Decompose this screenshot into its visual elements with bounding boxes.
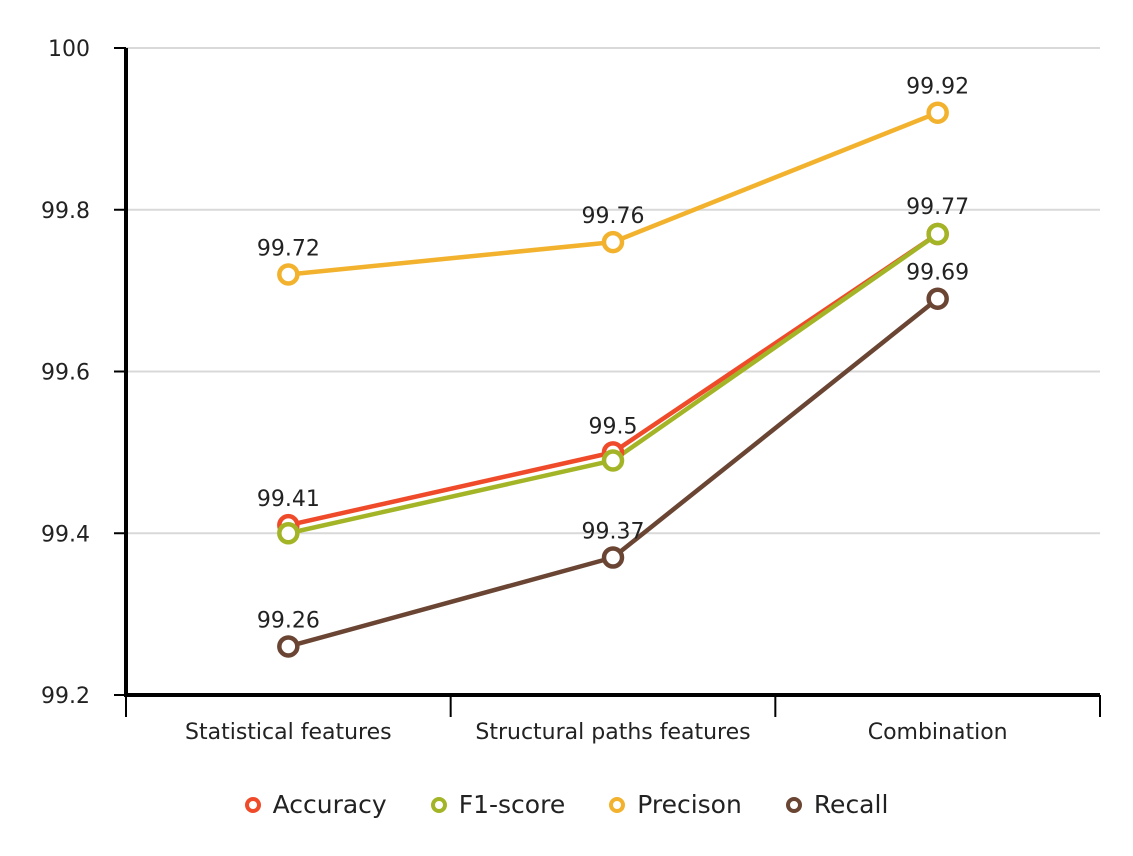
data-label: 99.77 (906, 195, 969, 220)
series-line (287, 232, 939, 536)
legend-label: Recall (813, 790, 889, 819)
legend-marker-icon (609, 796, 626, 813)
data-point (277, 635, 300, 658)
x-tick-label: Structural paths features (475, 720, 750, 745)
legend-marker-icon (430, 796, 447, 813)
data-label: 99.92 (906, 75, 969, 100)
data-label: 99.5 (589, 414, 638, 439)
x-tick-label: Statistical features (185, 720, 392, 745)
legend-item: Recall (785, 790, 889, 819)
data-label: 99.37 (582, 520, 645, 545)
y-tick-label: 99.8 (41, 199, 90, 224)
series-layer (277, 101, 949, 658)
data-point (601, 449, 625, 472)
axis-layer: 99.2 99.4 99.6 99.8 100 Statistical features S… (41, 37, 1101, 745)
legend-label: Precison (637, 790, 742, 819)
legend: Accuracy F1-score Precison Recall (0, 790, 1133, 819)
data-label: 99.76 (582, 204, 645, 229)
series-line (287, 296, 940, 649)
data-point (277, 263, 300, 286)
data-point (926, 222, 949, 246)
legend-item: Precison (609, 790, 742, 819)
legend-item: Accuracy (244, 790, 387, 819)
legend-marker-icon (785, 796, 802, 813)
y-tick-label: 99.4 (41, 522, 90, 547)
data-point (601, 230, 625, 254)
legend-label: F1-score (458, 790, 566, 819)
legend-marker-icon (244, 796, 261, 813)
data-point (277, 522, 300, 545)
x-tick-label: Combination (868, 720, 1008, 745)
label-layer: 99.41 99.5 99.72 99.76 99.92 99.26 99.37 99.69 9… (257, 75, 969, 634)
grid-layer (126, 47, 1100, 535)
legend-label: Accuracy (272, 790, 387, 819)
series-line (287, 232, 939, 528)
y-tick-label: 100 (48, 37, 90, 62)
data-point (601, 546, 625, 569)
data-point (926, 287, 949, 310)
legend-item: F1-score (430, 790, 566, 819)
data-label: 99.69 (906, 261, 969, 286)
data-point (926, 101, 949, 124)
y-tick-label: 99.6 (41, 361, 90, 386)
data-label: 99.72 (257, 236, 320, 261)
y-tick-label: 99.2 (41, 684, 90, 709)
data-label: 99.26 (257, 608, 320, 633)
data-label: 99.41 (257, 487, 320, 512)
